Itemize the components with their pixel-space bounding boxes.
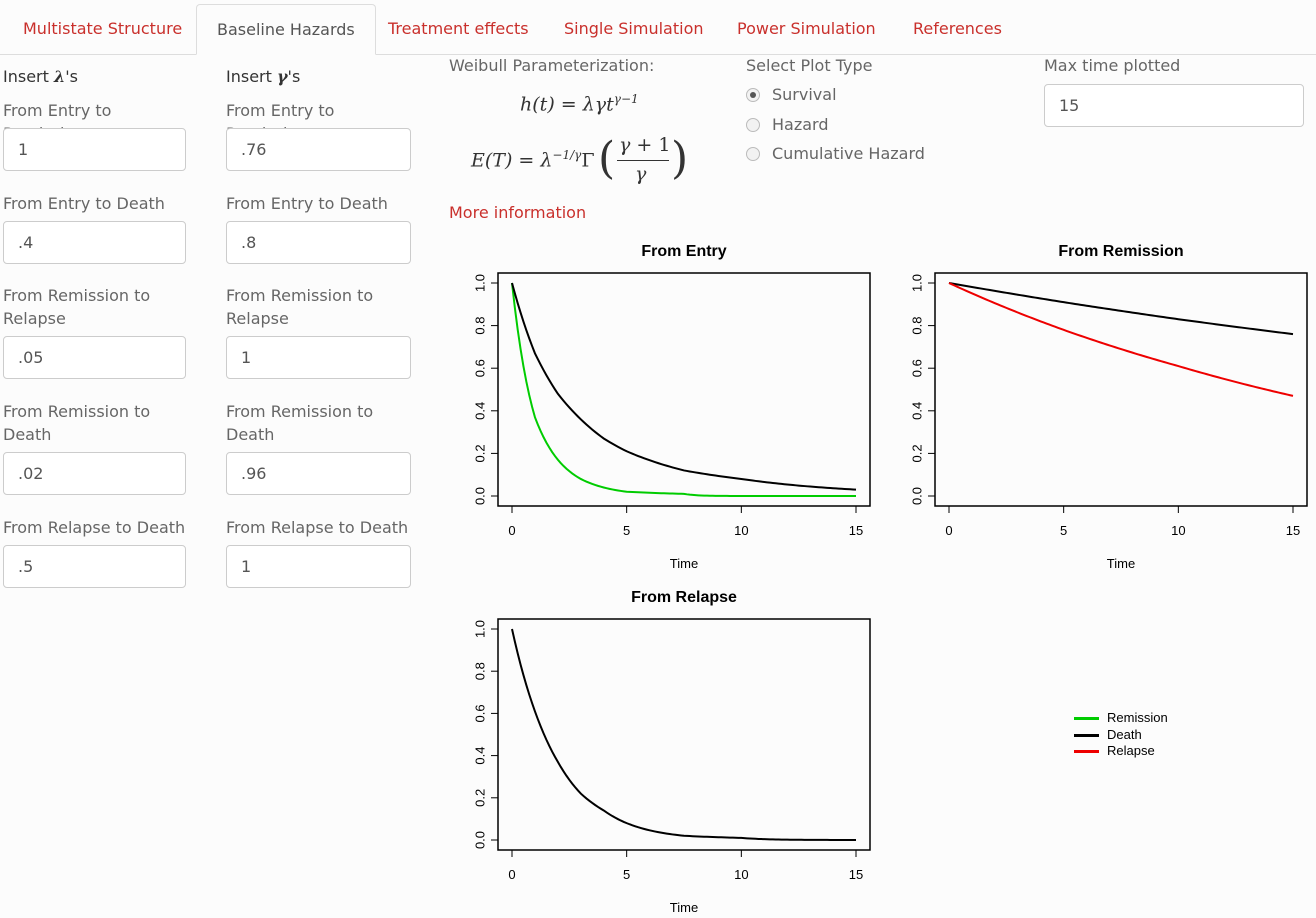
plot-legend: Remission Death Relapse (1072, 709, 1192, 761)
x-tick-label: 5 (623, 523, 630, 538)
radio-cumulative-hazard-label: Cumulative Hazard (772, 144, 925, 163)
y-tick-label: 0.0 (909, 487, 924, 505)
x-tick-label: 10 (734, 523, 748, 538)
lambda-header-prefix: Insert (3, 67, 54, 86)
x-tick-label: 15 (849, 867, 863, 882)
x-tick-label: 5 (1060, 523, 1067, 538)
lambda-remission-relapse-label: From Remission to Relapse (3, 286, 151, 328)
x-axis-label: Time (670, 556, 698, 571)
y-tick-label: 0.8 (472, 662, 487, 680)
gamma-header-suffix: 's (287, 67, 301, 86)
lambda-entry-remission-input[interactable]: 1 (3, 128, 186, 171)
radio-hazard-button[interactable] (746, 118, 760, 132)
y-tick-label: 0.0 (472, 831, 487, 849)
x-tick-label: 15 (1286, 523, 1300, 538)
radio-survival-label: Survival (772, 85, 837, 104)
x-tick-label: 15 (849, 523, 863, 538)
tab-treatment-effects[interactable]: Treatment effects (388, 19, 529, 38)
gamma-remission-relapse-label: From Remission to Relapse (226, 286, 374, 328)
y-tick-label: 0.2 (472, 789, 487, 807)
radio-cumulative-hazard-button[interactable] (746, 147, 760, 161)
legend-label-death: Death (1107, 727, 1142, 742)
y-tick-label: 0.4 (472, 402, 487, 420)
max-time-title: Max time plotted (1044, 56, 1181, 75)
radio-hazard-label: Hazard (772, 115, 829, 134)
legend-line-relapse (1074, 750, 1099, 753)
weibull-title: Weibull Parameterization: (449, 56, 655, 75)
x-tick-label: 0 (945, 523, 952, 538)
legend-label-remission: Remission (1107, 710, 1168, 725)
gamma-relapse-death-label: From Relapse to Death (226, 518, 409, 537)
chart-0: From Entry 0 5 10 15 Time 0.0 0.2 0.4 0.6 0.8 1.0 (472, 243, 871, 571)
gamma-header: Insert γ's (226, 67, 300, 86)
y-tick-label: 0.8 (472, 317, 487, 335)
gamma-entry-remission-input[interactable]: .76 (226, 128, 411, 171)
gamma-remission-death-label: From Remission to Death (226, 402, 374, 444)
x-axis-label: Time (1107, 556, 1135, 571)
gamma-entry-death-label: From Entry to Death (226, 194, 388, 213)
tab-references[interactable]: References (913, 19, 1002, 38)
x-tick-label: 0 (508, 523, 515, 538)
series-line-death (511, 282, 857, 491)
tab-baseline-hazards[interactable]: Baseline Hazards (196, 4, 376, 55)
chart-frame (497, 618, 871, 851)
y-tick-label: 0.0 (472, 487, 487, 505)
chart-title: From Entry (641, 243, 726, 260)
series-line-remission (511, 282, 856, 497)
x-axis-label: Time (670, 900, 698, 915)
tab-bar: Multistate Structure Baseline Hazards Tr… (0, 0, 1316, 55)
chart-title: From Relapse (631, 589, 737, 606)
gamma-symbol: γ (276, 67, 288, 86)
radio-survival-button[interactable] (746, 88, 760, 102)
lambda-entry-death-input[interactable]: .4 (3, 221, 186, 264)
series-line-death (511, 628, 856, 841)
lambda-header-suffix: 's (65, 67, 78, 86)
series-line-death (948, 282, 1294, 336)
lambda-symbol: λ (53, 67, 66, 86)
series-line-relapse (948, 282, 1294, 397)
tab-single-simulation[interactable]: Single Simulation (564, 19, 704, 38)
x-tick-label: 10 (1171, 523, 1185, 538)
y-tick-label: 1.0 (472, 620, 487, 638)
y-tick-label: 0.4 (472, 747, 487, 765)
y-tick-label: 0.2 (472, 444, 487, 462)
more-information-link[interactable]: More information (449, 203, 587, 222)
tab-power-simulation[interactable]: Power Simulation (737, 19, 876, 38)
legend-line-death (1074, 734, 1099, 737)
chart-2: From Relapse 0 5 10 15 Time 0.0 0.2 0.4 0.6 0.8 1.0 (472, 589, 871, 915)
y-tick-label: 0.6 (472, 359, 487, 377)
lambda-header: Insert λ's (3, 67, 78, 86)
chart-1: From Remission 0 5 10 15 Time 0.0 0.2 0.4 0.6 0.8 1… (909, 243, 1308, 571)
lambda-relapse-death-input[interactable]: .5 (3, 545, 186, 588)
lambda-remission-death-input[interactable]: .02 (3, 452, 186, 495)
lambda-remission-death-label: From Remission to Death (3, 402, 151, 444)
y-tick-label: 0.8 (909, 317, 924, 335)
lambda-relapse-death-label: From Relapse to Death (3, 518, 186, 537)
chart-title: From Remission (1058, 243, 1183, 260)
legend-line-remission (1074, 717, 1099, 720)
x-tick-label: 10 (734, 867, 748, 882)
tab-multistate-structure[interactable]: Multistate Structure (23, 19, 183, 38)
y-tick-label: 0.2 (909, 444, 924, 462)
y-tick-label: 0.4 (909, 402, 924, 420)
max-time-input[interactable]: 15 (1044, 84, 1304, 127)
y-tick-label: 1.0 (472, 274, 487, 292)
plot-type-title: Select Plot Type (746, 56, 873, 75)
lambda-remission-relapse-input[interactable]: .05 (3, 336, 186, 379)
hazard-formula: h(t) = λγtγ−1 (520, 92, 639, 116)
x-tick-label: 0 (508, 867, 515, 882)
gamma-remission-death-input[interactable]: .96 (226, 452, 411, 495)
y-tick-label: 0.6 (909, 359, 924, 377)
gamma-remission-relapse-input[interactable]: 1 (226, 336, 411, 379)
y-tick-label: 1.0 (909, 274, 924, 292)
lambda-entry-death-label: From Entry to Death (3, 194, 165, 213)
chart-frame (934, 272, 1308, 507)
gamma-relapse-death-input[interactable]: 1 (226, 545, 411, 588)
gamma-entry-death-input[interactable]: .8 (226, 221, 411, 264)
y-tick-label: 0.6 (472, 704, 487, 722)
x-tick-label: 5 (623, 867, 630, 882)
legend-label-relapse: Relapse (1107, 743, 1155, 758)
gamma-header-prefix: Insert (226, 67, 277, 86)
